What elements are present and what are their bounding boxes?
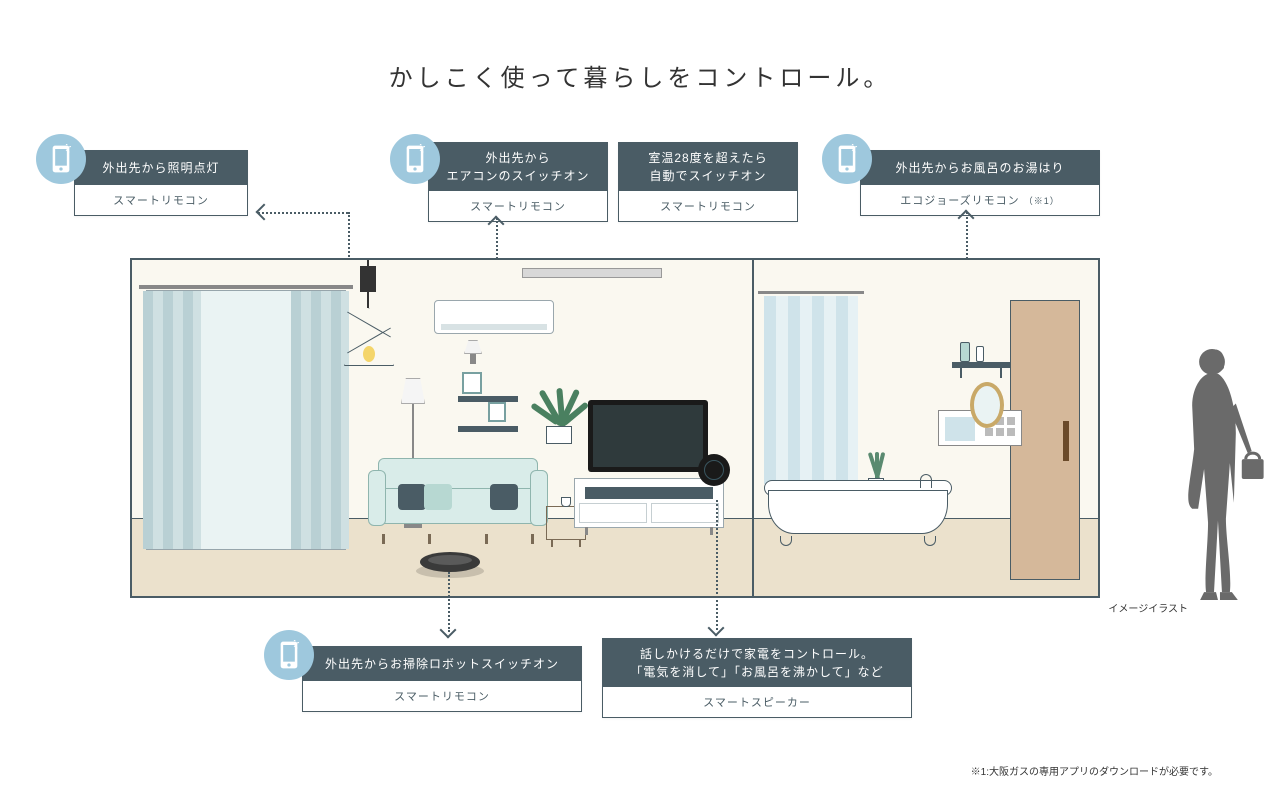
callout-speaker: 話しかけるだけで家電をコントロール。 「電気を消して」「お風呂を沸かして」など … bbox=[602, 638, 912, 718]
bottle-icon bbox=[960, 342, 970, 362]
arrowhead-icon bbox=[440, 622, 457, 639]
line2: エアコンのスイッチオン bbox=[446, 169, 589, 183]
wall-shelf bbox=[458, 370, 518, 430]
footnote: ※1:大阪ガスの専用アプリのダウンロードが必要です。 bbox=[971, 763, 1218, 778]
callout-ac-remote: 外出先から エアコンのスイッチオン スマートリモコン bbox=[428, 142, 608, 222]
mirror bbox=[970, 382, 1004, 428]
phone-icon bbox=[822, 134, 872, 184]
line2: 「電気を消して」「お風呂を沸かして」など bbox=[630, 665, 883, 679]
callout-robot: 外出先からお掃除ロボットスイッチオン スマートリモコン bbox=[302, 646, 582, 712]
tv-stand bbox=[574, 478, 724, 528]
callout-light-text: スマートリモコン bbox=[619, 191, 797, 221]
arrowhead-icon bbox=[256, 204, 273, 221]
robot-vacuum bbox=[420, 552, 480, 572]
callout-dark-text: 外出先からお風呂のお湯はり bbox=[861, 151, 1099, 185]
room-illustration bbox=[130, 258, 1100, 598]
sofa bbox=[368, 458, 548, 536]
arrowhead-icon bbox=[708, 620, 725, 637]
callout-bath: 外出先からお風呂のお湯はり エコジョーズリモコン （※1） bbox=[860, 150, 1100, 216]
callout-light-text: スマートリモコン bbox=[429, 191, 607, 221]
line1: 外出先から bbox=[485, 151, 550, 165]
callout-ac-auto: 室温28度を超えたら 自動でスイッチオン スマートリモコン bbox=[618, 142, 798, 222]
line1: 話しかけるだけで家電をコントロール。 bbox=[640, 647, 874, 661]
divider-wall bbox=[752, 260, 754, 596]
callout-dark-text: 外出先から エアコンのスイッチオン bbox=[429, 143, 607, 191]
line2: 自動でスイッチオン bbox=[649, 169, 766, 183]
smart-speaker bbox=[698, 454, 730, 486]
connector bbox=[716, 500, 718, 630]
bathtub bbox=[768, 480, 948, 540]
callout-light-text: スマートスピーカー bbox=[603, 687, 911, 717]
television bbox=[588, 400, 708, 472]
bottle-icon bbox=[976, 346, 984, 362]
window-curtain bbox=[146, 290, 346, 550]
callout-dark-text: 外出先から照明点灯 bbox=[75, 151, 247, 185]
phone-icon bbox=[390, 134, 440, 184]
pendant-lamp bbox=[338, 260, 398, 390]
line1: 室温28度を超えたら bbox=[648, 151, 767, 165]
shower-curtain bbox=[764, 296, 858, 484]
callout-light-text: スマートリモコン bbox=[75, 185, 247, 215]
callout-light-text: スマートリモコン bbox=[303, 681, 581, 711]
label: エコジョーズリモコン bbox=[900, 195, 1019, 207]
connector bbox=[348, 212, 350, 264]
callout-dark-text: 話しかけるだけで家電をコントロール。 「電気を消して」「お風呂を沸かして」など bbox=[603, 639, 911, 687]
air-conditioner bbox=[434, 300, 554, 334]
ceiling-vent bbox=[522, 268, 662, 278]
callout-lighting: 外出先から照明点灯 スマートリモコン bbox=[74, 150, 248, 216]
table-lamp-small bbox=[462, 340, 484, 364]
person-silhouette-icon bbox=[1164, 344, 1264, 602]
phone-icon bbox=[36, 134, 86, 184]
potted-plant bbox=[528, 364, 588, 444]
callout-dark-text: 室温28度を超えたら 自動でスイッチオン bbox=[619, 143, 797, 191]
page-title: かしこく使って暮らしをコントロール。 bbox=[0, 58, 1280, 93]
callout-dark-text: 外出先からお掃除ロボットスイッチオン bbox=[303, 647, 581, 681]
illustration-caption: イメージイラスト bbox=[1108, 600, 1188, 615]
note: （※1） bbox=[1024, 196, 1060, 206]
bath-shelf bbox=[952, 362, 1010, 368]
callout-light-text: エコジョーズリモコン （※1） bbox=[861, 185, 1099, 215]
phone-icon bbox=[264, 630, 314, 680]
